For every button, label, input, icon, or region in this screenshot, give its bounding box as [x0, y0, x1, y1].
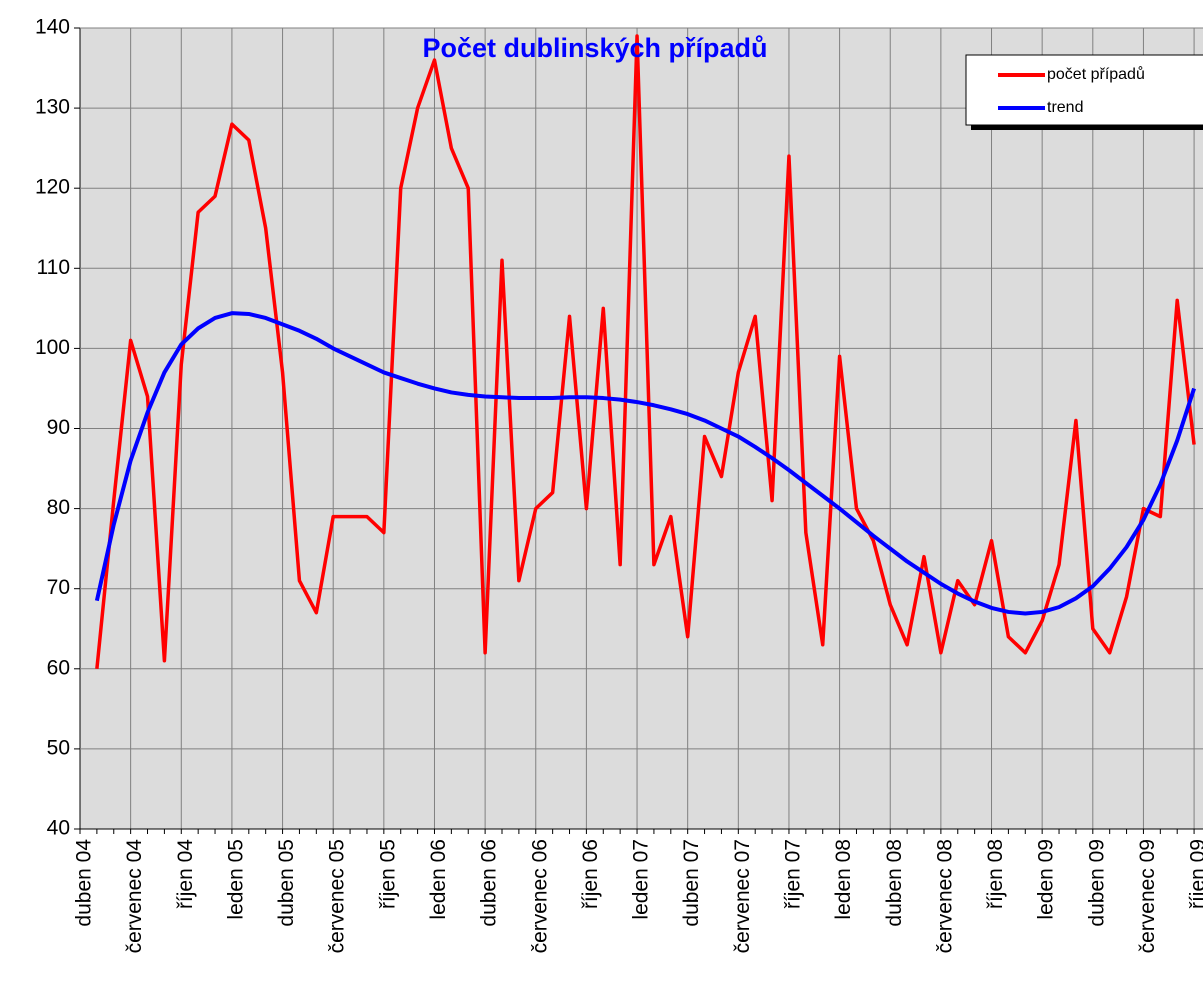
x-tick-label: leden 05	[224, 839, 247, 920]
x-tick-label: červenec 09	[1136, 839, 1159, 953]
x-tick-label: duben 06	[478, 839, 501, 927]
x-tick-label: leden 09	[1035, 839, 1058, 920]
x-tick-label: duben 09	[1085, 839, 1108, 927]
x-tick-label: leden 07	[630, 839, 653, 920]
y-tick-label: 140	[35, 16, 70, 39]
y-tick-label: 70	[47, 576, 70, 599]
x-tick-label: červenec 08	[933, 839, 956, 953]
y-tick-label: 50	[47, 736, 70, 759]
labels: 40 50 60 70 80 90 100 110 120 130 140 duben 04 červe…	[35, 16, 1203, 954]
chart-title: Počet dublinských případů	[422, 33, 767, 63]
x-tick-label: červenec 04	[123, 839, 146, 954]
y-tick-label: 110	[37, 256, 70, 279]
x-tick-label: duben 08	[883, 839, 906, 927]
lines	[94, 34, 1196, 669]
x-tick-label: říjen 08	[984, 839, 1007, 909]
y-tick-label: 100	[35, 336, 70, 359]
legend-label: trend	[1047, 99, 1083, 116]
y-tick-label: 40	[47, 817, 70, 840]
x-tick-label: říjen 09	[1187, 839, 1203, 909]
y-tick-label: 90	[47, 416, 70, 439]
legend: počet případů trend	[965, 54, 1203, 130]
series-line	[94, 311, 1196, 616]
x-tick-label: leden 06	[427, 839, 450, 920]
y-tick-label: 120	[35, 176, 70, 199]
x-tick-label: leden 08	[832, 839, 855, 920]
legend-box	[965, 54, 1203, 126]
x-tick-label: říjen 05	[376, 839, 399, 909]
x-tick-label: duben 04	[73, 839, 96, 927]
x-tick-label: říjen 07	[782, 839, 805, 909]
y-tick-label: 80	[47, 496, 70, 519]
y-tick-label: 60	[47, 656, 70, 679]
x-tick-label: červenec 06	[528, 839, 551, 953]
x-tick-label: červenec 05	[326, 839, 349, 953]
x-tick-label: červenec 07	[731, 839, 754, 953]
x-tick-label: říjen 04	[174, 839, 197, 909]
series-line	[95, 34, 1196, 669]
x-tick-label: duben 05	[275, 839, 298, 927]
x-tick-label: říjen 06	[579, 839, 602, 909]
x-tick-label: duben 07	[680, 839, 703, 927]
y-tick-label: 130	[35, 96, 70, 119]
legend-label: počet případů	[1047, 65, 1145, 83]
